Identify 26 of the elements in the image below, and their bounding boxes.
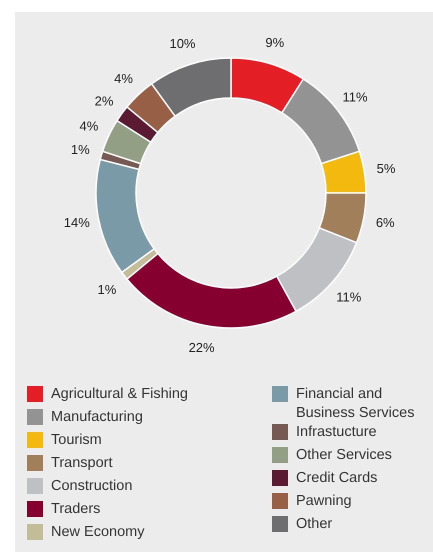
legend-label: Other xyxy=(296,516,332,532)
data-label: 1% xyxy=(70,142,90,157)
legend-label: Manufacturing xyxy=(51,409,143,426)
data-label: 4% xyxy=(80,118,99,134)
legend-label: Traders xyxy=(51,501,100,518)
data-label: 10% xyxy=(169,36,196,52)
legend-label: Tourism xyxy=(51,432,102,448)
data-label: 1% xyxy=(98,282,117,297)
legend-label: New Economy xyxy=(51,524,146,540)
legend-label: Credit Cards xyxy=(296,470,378,486)
data-label: 4% xyxy=(114,71,134,86)
data-label: 5% xyxy=(376,160,396,176)
legend-label: Construction xyxy=(51,478,132,494)
legend-label: Other Services xyxy=(296,447,392,464)
data-label: 11% xyxy=(336,289,362,304)
data-label: 11% xyxy=(342,89,368,104)
legend-label: Agricultural & Fishing xyxy=(51,386,188,402)
data-label: 2% xyxy=(94,93,114,108)
legend-label: Infrastucture xyxy=(296,424,377,440)
legend-label: Transport xyxy=(51,455,113,472)
data-label: 22% xyxy=(188,340,216,355)
data-label: 6% xyxy=(376,214,396,230)
data-label: 9% xyxy=(265,34,285,50)
legend-label: Financial and Business Services xyxy=(296,386,414,422)
legend-label: Pawning xyxy=(296,493,352,510)
data-label: 14% xyxy=(64,214,90,230)
